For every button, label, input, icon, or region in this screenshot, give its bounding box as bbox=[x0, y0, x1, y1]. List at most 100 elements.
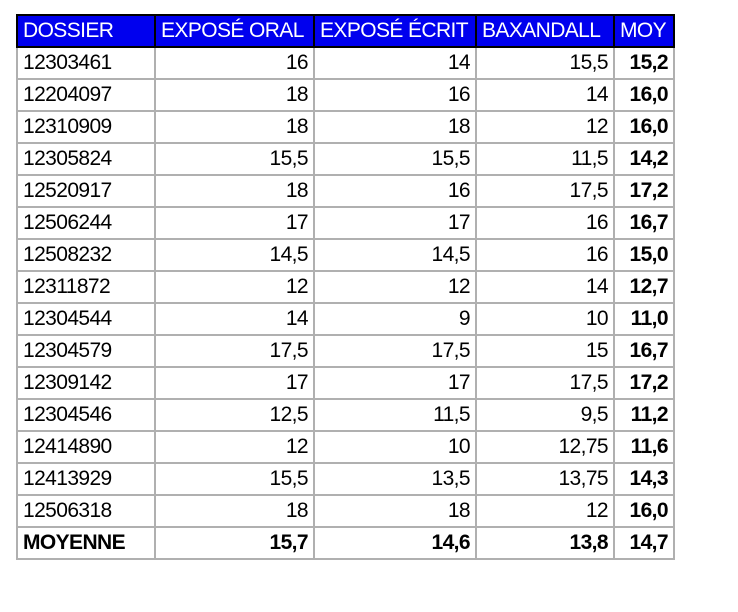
cell-dossier: 12520917 bbox=[16, 174, 156, 208]
total-row: MOYENNE 15,7 14,6 13,8 14,7 bbox=[16, 526, 675, 560]
cell-expose-ecrit: 14,6 bbox=[313, 526, 477, 560]
cell-expose-oral: 17 bbox=[154, 366, 315, 400]
cell-baxandall: 9,5 bbox=[475, 398, 615, 432]
header-expose-ecrit: EXPOSÉ ÉCRIT bbox=[313, 14, 477, 48]
cell-baxandall: 16 bbox=[475, 206, 615, 240]
table-row: 12309142 17 17 17,5 17,2 bbox=[16, 366, 675, 400]
cell-moy: 16,7 bbox=[613, 334, 675, 368]
cell-baxandall: 12 bbox=[475, 494, 615, 528]
cell-moy: 11,0 bbox=[613, 302, 675, 336]
cell-expose-oral: 18 bbox=[154, 494, 315, 528]
table-row: 12304544 14 9 10 11,0 bbox=[16, 302, 675, 336]
cell-dossier: 12304579 bbox=[16, 334, 156, 368]
table-row: 12310909 18 18 12 16,0 bbox=[16, 110, 675, 144]
cell-dossier: 12304546 bbox=[16, 398, 156, 432]
cell-expose-ecrit: 15,5 bbox=[313, 142, 477, 176]
cell-expose-oral: 14,5 bbox=[154, 238, 315, 272]
cell-dossier: MOYENNE bbox=[16, 526, 156, 560]
grades-table: DOSSIER EXPOSÉ ORAL EXPOSÉ ÉCRIT BAXANDA… bbox=[16, 14, 675, 560]
cell-baxandall: 17,5 bbox=[475, 174, 615, 208]
cell-moy: 16,0 bbox=[613, 110, 675, 144]
cell-baxandall: 13,75 bbox=[475, 462, 615, 496]
cell-dossier: 12303461 bbox=[16, 46, 156, 80]
cell-baxandall: 13,8 bbox=[475, 526, 615, 560]
cell-moy: 16,0 bbox=[613, 494, 675, 528]
cell-baxandall: 11,5 bbox=[475, 142, 615, 176]
table-row: 12304546 12,5 11,5 9,5 11,2 bbox=[16, 398, 675, 432]
cell-expose-ecrit: 17 bbox=[313, 366, 477, 400]
header-moy: MOY bbox=[613, 14, 675, 48]
cell-expose-oral: 16 bbox=[154, 46, 315, 80]
cell-expose-ecrit: 18 bbox=[313, 110, 477, 144]
cell-moy: 15,0 bbox=[613, 238, 675, 272]
cell-expose-ecrit: 11,5 bbox=[313, 398, 477, 432]
cell-baxandall: 14 bbox=[475, 78, 615, 112]
cell-moy: 14,2 bbox=[613, 142, 675, 176]
table-row: 12311872 12 12 14 12,7 bbox=[16, 270, 675, 304]
table-row: 12508232 14,5 14,5 16 15,0 bbox=[16, 238, 675, 272]
cell-baxandall: 15,5 bbox=[475, 46, 615, 80]
cell-moy: 16,7 bbox=[613, 206, 675, 240]
cell-expose-oral: 18 bbox=[154, 110, 315, 144]
header-dossier: DOSSIER bbox=[16, 14, 156, 48]
cell-expose-oral: 18 bbox=[154, 174, 315, 208]
cell-moy: 17,2 bbox=[613, 366, 675, 400]
cell-baxandall: 12,75 bbox=[475, 430, 615, 464]
table-row: 12305824 15,5 15,5 11,5 14,2 bbox=[16, 142, 675, 176]
table-row: 12506244 17 17 16 16,7 bbox=[16, 206, 675, 240]
cell-dossier: 12413929 bbox=[16, 462, 156, 496]
cell-expose-ecrit: 13,5 bbox=[313, 462, 477, 496]
cell-baxandall: 10 bbox=[475, 302, 615, 336]
cell-expose-ecrit: 16 bbox=[313, 78, 477, 112]
table-row: 12414890 12 10 12,75 11,6 bbox=[16, 430, 675, 464]
header-row: DOSSIER EXPOSÉ ORAL EXPOSÉ ÉCRIT BAXANDA… bbox=[16, 14, 675, 48]
cell-expose-ecrit: 14 bbox=[313, 46, 477, 80]
cell-dossier: 12305824 bbox=[16, 142, 156, 176]
cell-expose-oral: 17,5 bbox=[154, 334, 315, 368]
cell-dossier: 12508232 bbox=[16, 238, 156, 272]
cell-dossier: 12311872 bbox=[16, 270, 156, 304]
cell-expose-ecrit: 17 bbox=[313, 206, 477, 240]
cell-baxandall: 17,5 bbox=[475, 366, 615, 400]
cell-expose-oral: 15,5 bbox=[154, 462, 315, 496]
cell-dossier: 12506244 bbox=[16, 206, 156, 240]
cell-baxandall: 16 bbox=[475, 238, 615, 272]
cell-moy: 11,6 bbox=[613, 430, 675, 464]
cell-moy: 14,3 bbox=[613, 462, 675, 496]
cell-moy: 15,2 bbox=[613, 46, 675, 80]
cell-baxandall: 14 bbox=[475, 270, 615, 304]
cell-expose-oral: 12 bbox=[154, 430, 315, 464]
cell-expose-oral: 15,5 bbox=[154, 142, 315, 176]
header-expose-oral: EXPOSÉ ORAL bbox=[154, 14, 315, 48]
cell-expose-oral: 18 bbox=[154, 78, 315, 112]
cell-expose-ecrit: 14,5 bbox=[313, 238, 477, 272]
table-row: 12520917 18 16 17,5 17,2 bbox=[16, 174, 675, 208]
cell-expose-ecrit: 16 bbox=[313, 174, 477, 208]
cell-expose-ecrit: 9 bbox=[313, 302, 477, 336]
cell-expose-ecrit: 18 bbox=[313, 494, 477, 528]
cell-dossier: 12506318 bbox=[16, 494, 156, 528]
table-row: 12204097 18 16 14 16,0 bbox=[16, 78, 675, 112]
table-row: 12303461 16 14 15,5 15,2 bbox=[16, 46, 675, 80]
cell-moy: 17,2 bbox=[613, 174, 675, 208]
cell-dossier: 12304544 bbox=[16, 302, 156, 336]
cell-moy: 11,2 bbox=[613, 398, 675, 432]
cell-moy: 14,7 bbox=[613, 526, 675, 560]
table-row: 12304579 17,5 17,5 15 16,7 bbox=[16, 334, 675, 368]
cell-expose-oral: 15,7 bbox=[154, 526, 315, 560]
cell-expose-ecrit: 12 bbox=[313, 270, 477, 304]
cell-expose-oral: 12,5 bbox=[154, 398, 315, 432]
cell-baxandall: 12 bbox=[475, 110, 615, 144]
table-row: 12506318 18 18 12 16,0 bbox=[16, 494, 675, 528]
cell-moy: 16,0 bbox=[613, 78, 675, 112]
cell-expose-oral: 17 bbox=[154, 206, 315, 240]
table-row: 12413929 15,5 13,5 13,75 14,3 bbox=[16, 462, 675, 496]
cell-dossier: 12204097 bbox=[16, 78, 156, 112]
cell-dossier: 12414890 bbox=[16, 430, 156, 464]
header-baxandall: BAXANDALL bbox=[475, 14, 615, 48]
cell-expose-oral: 14 bbox=[154, 302, 315, 336]
cell-expose-ecrit: 17,5 bbox=[313, 334, 477, 368]
cell-baxandall: 15 bbox=[475, 334, 615, 368]
cell-dossier: 12310909 bbox=[16, 110, 156, 144]
cell-expose-oral: 12 bbox=[154, 270, 315, 304]
